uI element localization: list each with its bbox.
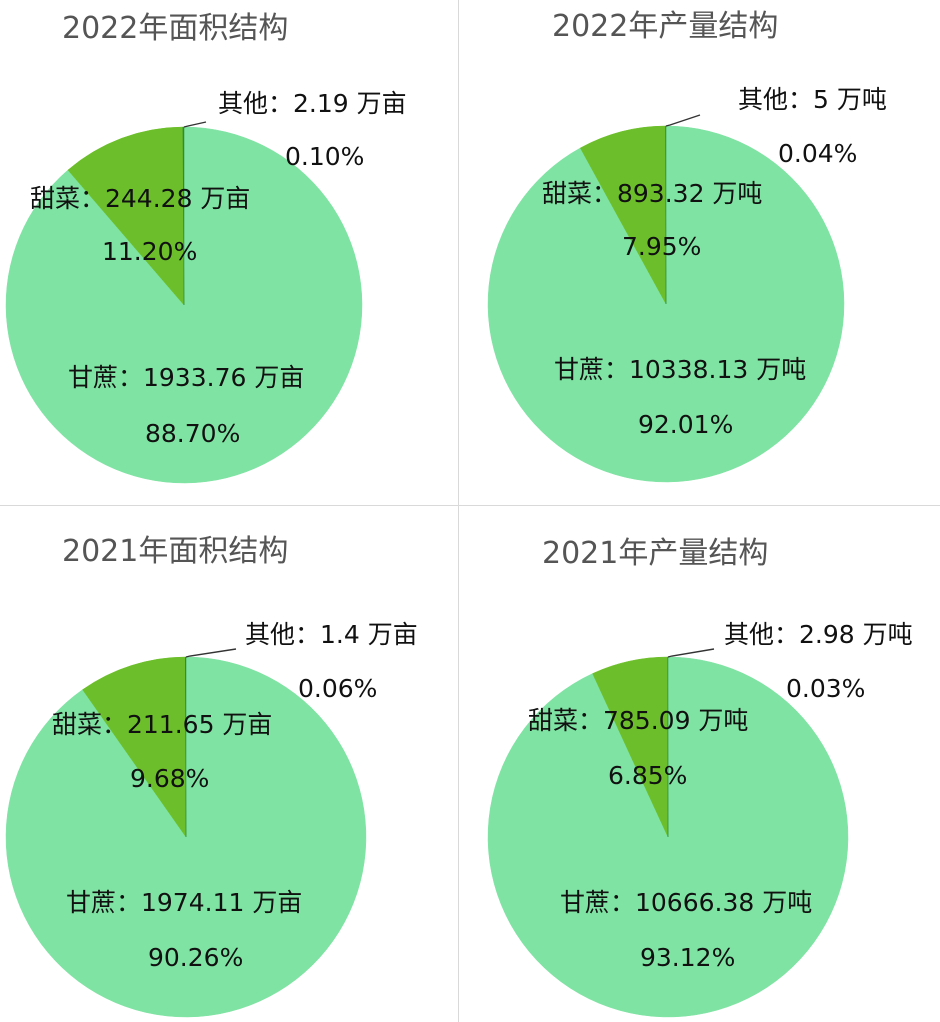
data-label-other-value: 其他：5 万吨	[738, 85, 887, 114]
data-label-sugarbeet-percent: 7.95%	[622, 232, 701, 261]
chart-title: 2022年产量结构	[552, 9, 778, 44]
data-label-sugarbeet-value: 甜菜：244.28 万亩	[30, 184, 250, 213]
data-label-other-value: 其他：2.19 万亩	[218, 89, 407, 118]
chart-title: 2021年产量结构	[542, 536, 768, 571]
data-label-sugarbeet-value: 甜菜：893.32 万吨	[542, 179, 762, 208]
chart-title: 2021年面积结构	[62, 534, 288, 569]
data-label-sugarbeet-value: 甜菜：785.09 万吨	[528, 706, 748, 735]
leader-line-other	[185, 648, 237, 658]
pie-slice-other	[665, 125, 667, 305]
data-label-other-percent: 0.03%	[786, 674, 865, 703]
data-label-sugarcane-value: 甘蔗：1974.11 万亩	[66, 888, 302, 917]
data-label-other-percent: 0.10%	[285, 142, 364, 171]
data-label-sugarcane-percent: 90.26%	[148, 943, 243, 972]
pie-slice-other	[182, 126, 185, 306]
data-label-sugarbeet-percent: 6.85%	[608, 761, 687, 790]
data-label-other-value: 其他：2.98 万吨	[724, 620, 913, 649]
data-label-sugarbeet-value: 甜菜：211.65 万亩	[52, 710, 272, 739]
data-label-sugarcane-percent: 93.12%	[640, 943, 735, 972]
pie-slice-other	[185, 656, 187, 838]
horizontal-divider	[0, 505, 940, 506]
leader-line-other	[183, 121, 207, 128]
leader-line-other	[665, 114, 701, 127]
chart-panel-2022-output: 2022年产量结构甘蔗：10338.13 万吨 92.01% 甜菜：893.32 万…	[470, 0, 940, 511]
data-label-sugarbeet-percent: 11.20%	[102, 237, 197, 266]
pie-slice-sugarbeet	[82, 656, 187, 838]
pie-slice-sugarcane	[487, 125, 845, 483]
vertical-divider	[458, 0, 459, 1022]
data-label-sugarbeet-percent: 9.68%	[130, 764, 209, 793]
data-label-other-percent: 0.04%	[778, 139, 857, 168]
data-label-sugarcane-value: 甘蔗：10338.13 万吨	[554, 355, 806, 384]
data-label-sugarcane-value: 甘蔗：1933.76 万亩	[68, 363, 304, 392]
data-label-other-value: 其他：1.4 万亩	[245, 620, 418, 649]
chart-panel-2021-area: 2021年面积结构甘蔗：1974.11 万亩 90.26% 甜菜：211.65 万亩…	[0, 511, 470, 1022]
data-label-other-percent: 0.06%	[298, 674, 377, 703]
leader-line-other	[667, 648, 715, 658]
data-label-sugarcane-percent: 88.70%	[145, 419, 240, 448]
chart-panel-2021-output: 2021年产量结构甘蔗：10666.38 万吨 93.12% 甜菜：785.09 万…	[470, 511, 940, 1022]
chart-title: 2022年面积结构	[62, 11, 288, 46]
data-label-sugarcane-percent: 92.01%	[638, 410, 733, 439]
pie-slice-sugarbeet	[67, 126, 185, 306]
chart-panel-2022-area: 2022年面积结构甘蔗：1933.76 万亩 88.70% 甜菜：244.28 万亩…	[0, 0, 470, 511]
data-label-sugarcane-value: 甘蔗：10666.38 万吨	[560, 888, 812, 917]
